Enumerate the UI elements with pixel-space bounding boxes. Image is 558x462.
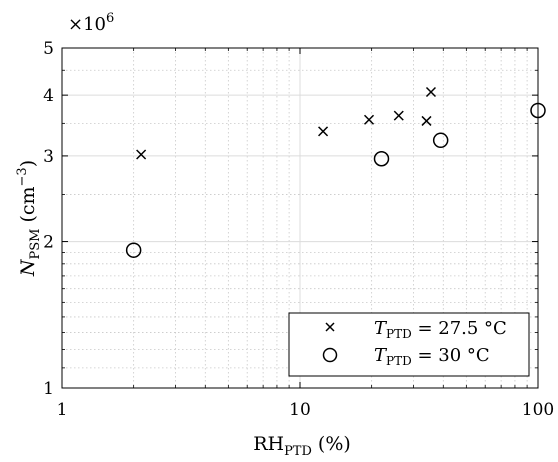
y-axis-label-unit-close: ): [17, 160, 39, 167]
y-tick-label: 5: [43, 39, 54, 59]
y-axis-label-unit-open: (cm: [17, 186, 39, 222]
legend-marker-x: [325, 322, 335, 332]
x-tick-label: 10: [289, 400, 311, 420]
x-marker-stroke: [136, 149, 147, 160]
x-axis-label-unit: (%): [318, 433, 351, 455]
x-marker-stroke: [425, 86, 436, 98]
data-point-x-marker: [393, 110, 404, 121]
legend-entry-2-sub: PTD: [386, 354, 412, 368]
data-point-circle-marker: [432, 132, 449, 149]
plot-frame: [61, 47, 539, 389]
data-markers: [125, 86, 546, 258]
y-axis-label-unit-exp: −3: [15, 167, 30, 186]
y-tick-label: 1: [43, 379, 54, 399]
legend-marker-o: [322, 347, 338, 363]
y-axis-label-sub: PSM: [28, 229, 43, 260]
tick-labels: 1 10 100 1 2 3 4 5: [43, 39, 554, 420]
legend-entry-1: TPTD = 27.5 °C: [374, 318, 507, 341]
legend-entry-2-var: T: [374, 345, 388, 366]
legend-entry-1-rest: = 27.5 °C: [412, 318, 507, 339]
x-axis-label-sub: PTD: [284, 444, 312, 459]
legend-entry-2-rest: = 30 °C: [412, 345, 490, 366]
data-point-x-marker: [421, 115, 432, 126]
legend-box: [288, 312, 530, 377]
y-multiplier-exponent: 6: [106, 11, 114, 26]
y-multiplier-base: ×10: [68, 14, 106, 35]
y-tick-label: 2: [43, 233, 54, 253]
x-tick-label: 100: [522, 400, 554, 420]
x-tick-label: 1: [57, 400, 68, 420]
x-axis-label-main: RH: [253, 433, 284, 455]
legend: TPTD = 27.5 °C TPTD = 30 °C: [288, 312, 530, 377]
y-axis-label: NPSM (cm−3): [15, 160, 43, 277]
data-point-x-marker: [425, 86, 436, 98]
x-marker-stroke: [363, 114, 375, 125]
x-marker-stroke: [421, 115, 432, 126]
data-point-circle-marker: [125, 242, 142, 258]
x-marker-stroke: [318, 126, 329, 137]
legend-entry-1-sub: PTD: [386, 327, 412, 341]
y-tick-label: 4: [43, 86, 54, 106]
data-point-x-marker: [318, 126, 329, 137]
legend-entry-1-var: T: [374, 318, 388, 339]
data-point-circle-marker: [373, 150, 390, 167]
x-marker-stroke: [393, 110, 404, 121]
x-axis-label: RHPTD (%): [253, 433, 351, 459]
y-tick-label: 3: [43, 147, 54, 167]
data-point-x-marker: [136, 149, 147, 160]
y-axis-multiplier: ×106: [68, 11, 114, 35]
data-point-x-marker: [363, 114, 375, 125]
y-axis-label-main: N: [17, 258, 39, 277]
legend-entry-2: TPTD = 30 °C: [374, 345, 490, 368]
